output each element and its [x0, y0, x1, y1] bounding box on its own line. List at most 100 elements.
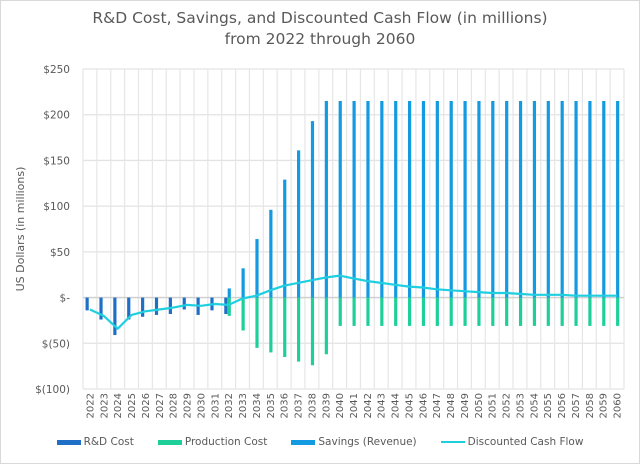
bar-savings-revenue-2058: [588, 101, 592, 298]
x-tick-label: 2022: [85, 393, 96, 418]
legend-item-rd-cost: R&D Cost: [56, 436, 134, 448]
bar-production-cost-2035: [269, 297, 273, 353]
bar-savings-revenue-2034: [255, 239, 259, 298]
x-tick-label: 2047: [432, 393, 443, 418]
x-tick-label: 2028: [169, 393, 180, 418]
x-tick-label: 2031: [210, 393, 221, 418]
legend-swatch-rd-cost: [56, 439, 81, 445]
bar-production-cost-2042: [366, 297, 370, 326]
x-tick-label: 2045: [404, 393, 415, 418]
bar-savings-revenue-2060: [616, 101, 620, 298]
y-tick-label: $100: [43, 201, 70, 213]
x-tick-label: 2050: [474, 393, 485, 418]
legend-item-production-cost: Production Cost: [157, 436, 268, 448]
bar-savings-revenue-2056: [560, 101, 564, 298]
legend-label-discounted-cash-flow: Discounted Cash Flow: [467, 436, 584, 448]
bar-savings-revenue-2039: [324, 101, 328, 298]
bar-production-cost-2032: [227, 297, 231, 316]
x-tick-label: 2027: [155, 393, 166, 418]
bar-production-cost-2056: [560, 297, 564, 326]
legend: R&D Cost Production Cost Savings (Revenu…: [0, 436, 640, 448]
bar-savings-revenue-2055: [546, 101, 550, 298]
bar-production-cost-2058: [588, 297, 592, 326]
bar-savings-revenue-2033: [241, 268, 245, 298]
bar-production-cost-2034: [255, 297, 259, 348]
x-tick-label: 2037: [294, 393, 305, 418]
bar-production-cost-2036: [283, 297, 287, 357]
bar-production-cost-2041: [352, 297, 356, 326]
legend-label-rd-cost: R&D Cost: [83, 436, 134, 448]
bar-production-cost-2043: [380, 297, 384, 326]
bar-r-d-cost-2028: [168, 297, 172, 315]
x-tick-label: 2051: [488, 393, 499, 418]
x-tick-label: 2046: [418, 393, 429, 418]
bar-savings-revenue-2052: [505, 101, 509, 298]
bar-savings-revenue-2040: [338, 101, 342, 298]
bar-savings-revenue-2048: [449, 101, 453, 298]
bar-production-cost-2040: [338, 297, 342, 326]
x-tick-label: 2055: [543, 393, 554, 418]
bar-production-cost-2060: [616, 297, 620, 326]
bar-production-cost-2057: [574, 297, 578, 326]
x-tick-label: 2026: [141, 393, 152, 418]
bar-production-cost-2054: [532, 297, 537, 326]
bar-production-cost-2053: [518, 297, 523, 326]
y-tick-label: $250: [43, 64, 70, 76]
bar-savings-revenue-2036: [283, 179, 287, 298]
x-tick-label: 2032: [224, 393, 235, 418]
x-tick-label: 2025: [127, 393, 138, 418]
bar-production-cost-2055: [546, 297, 550, 326]
x-tick-label: 2038: [307, 393, 318, 418]
y-tick-label: $150: [43, 155, 70, 167]
x-tick-label: 2036: [280, 393, 291, 418]
bar-production-cost-2052: [505, 297, 509, 326]
bar-savings-revenue-2047: [435, 101, 439, 298]
bar-savings-revenue-2053: [518, 101, 523, 298]
x-tick-label: 2044: [391, 393, 402, 418]
x-tick-label: 2059: [599, 393, 610, 418]
y-tick-label: $(100): [35, 384, 70, 396]
y-tick-label: $-: [60, 293, 71, 305]
bar-savings-revenue-2045: [407, 101, 412, 298]
legend-swatch-savings: [291, 439, 316, 445]
bar-savings-revenue-2049: [463, 101, 467, 298]
x-tick-label: 2048: [446, 393, 457, 418]
chart-title-line2: from 2022 through 2060: [224, 30, 416, 48]
x-tick-label: 2052: [502, 393, 513, 418]
x-tick-label: 2043: [377, 393, 388, 418]
y-tick-label: $50: [50, 247, 70, 259]
x-tick-label: 2057: [571, 393, 582, 418]
bar-savings-revenue-2037: [297, 150, 301, 298]
x-tick-label: 2058: [585, 393, 596, 418]
bar-production-cost-2033: [241, 297, 245, 331]
chart-title: R&D Cost, Savings, and Discounted Cash F…: [0, 8, 640, 50]
bar-production-cost-2039: [324, 297, 328, 355]
bar-r-d-cost-2024: [113, 297, 117, 336]
legend-item-savings: Savings (Revenue): [291, 436, 417, 448]
x-tick-label: 2033: [238, 393, 249, 418]
bar-production-cost-2037: [297, 297, 301, 362]
bar-r-d-cost-2023: [99, 297, 103, 320]
x-tick-label: 2029: [183, 393, 194, 418]
y-tick-label: $(50): [42, 338, 70, 350]
legend-label-production-cost: Production Cost: [184, 436, 268, 448]
x-tick-label: 2030: [196, 393, 207, 418]
bar-r-d-cost-2025: [127, 297, 131, 320]
chart-title-line1: R&D Cost, Savings, and Discounted Cash F…: [92, 9, 548, 27]
bar-savings-revenue-2051: [491, 101, 495, 298]
bar-production-cost-2038: [310, 297, 315, 366]
bar-production-cost-2047: [435, 297, 439, 326]
bar-r-d-cost-2027: [154, 297, 159, 315]
x-tick-label: 2023: [99, 393, 110, 418]
bar-r-d-cost-2022: [85, 297, 89, 311]
x-tick-label: 2053: [515, 393, 526, 418]
bar-production-cost-2046: [421, 297, 426, 326]
bar-savings-revenue-2057: [574, 101, 578, 298]
bar-production-cost-2059: [602, 297, 606, 326]
x-tick-label: 2060: [613, 393, 624, 418]
bar-production-cost-2050: [477, 297, 481, 326]
bar-production-cost-2048: [449, 297, 453, 326]
bar-savings-revenue-2043: [380, 101, 384, 298]
legend-label-savings: Savings (Revenue): [318, 436, 417, 448]
